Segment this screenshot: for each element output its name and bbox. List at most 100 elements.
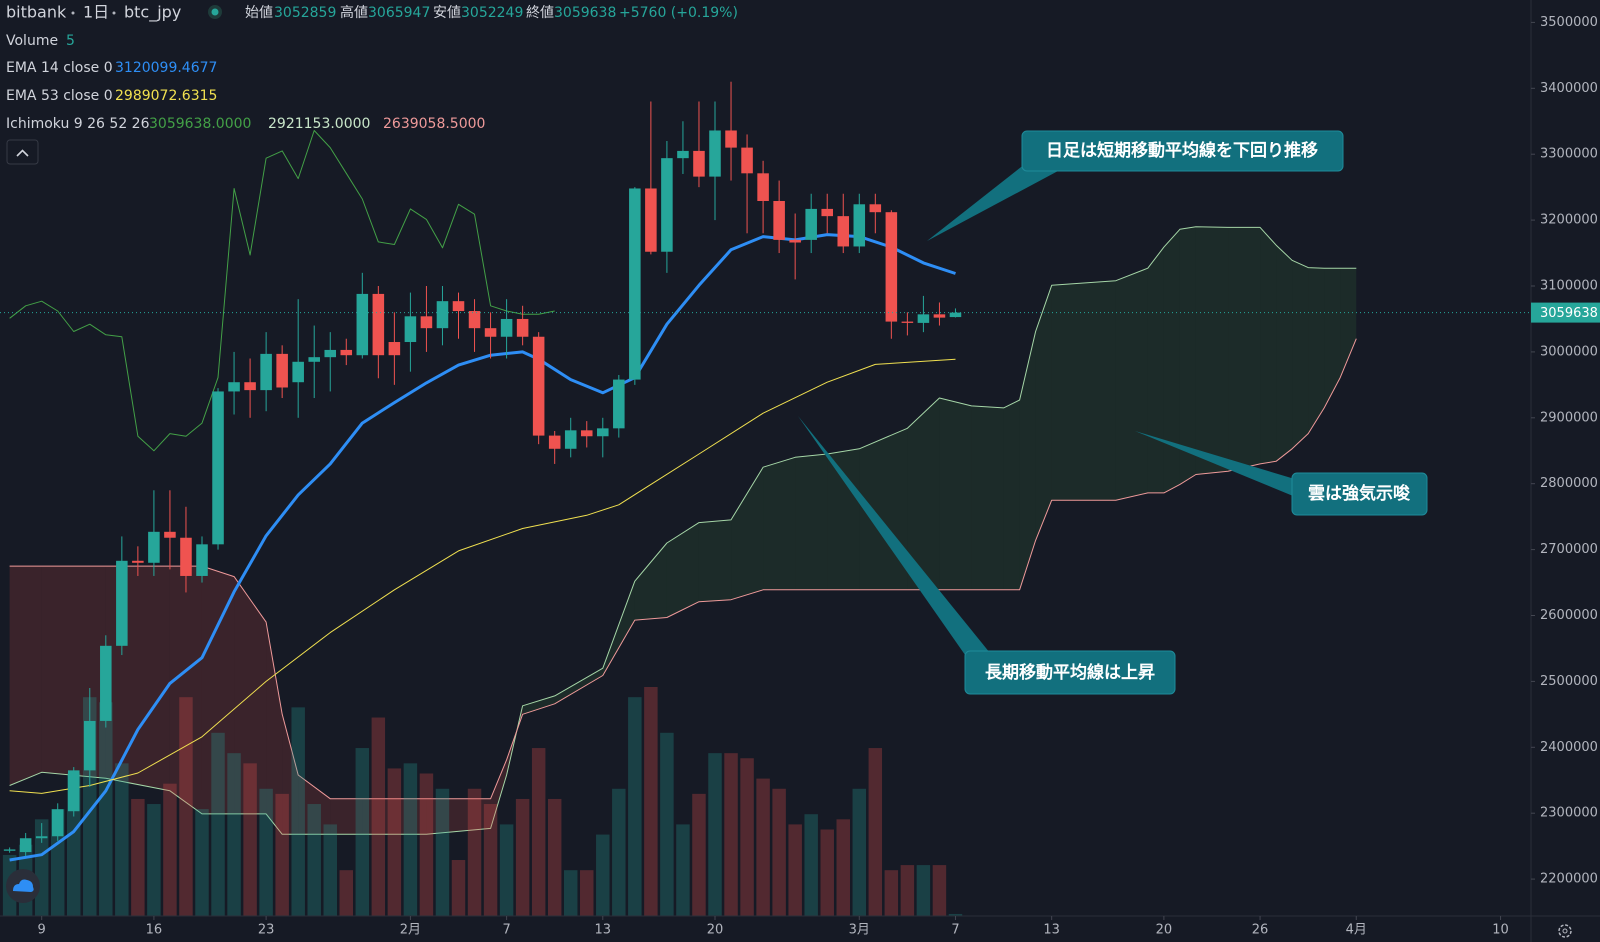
candle-body [340, 349, 353, 356]
candle-body [532, 336, 545, 436]
volume-bar [467, 788, 482, 916]
candle-body [35, 836, 48, 839]
volume-bar [339, 870, 354, 916]
cloud-fill [1308, 267, 1325, 434]
candle-body [917, 314, 930, 323]
indicator-value: 2921153.0000 [268, 116, 370, 132]
volume-bar [451, 860, 466, 916]
cloud-fill [763, 457, 796, 590]
cloud-fill [266, 622, 283, 835]
candle-body [100, 645, 112, 721]
candle-body [196, 544, 208, 576]
volume-bar [419, 773, 434, 916]
ohlc-label: 高値 [340, 4, 368, 21]
y-tick-label: 2300000 [1540, 806, 1598, 821]
volume-bar [563, 870, 578, 916]
indicator-value: 2989072.6315 [115, 88, 217, 104]
candle-body [645, 188, 657, 252]
callout-box [1291, 472, 1428, 516]
candle-body [741, 147, 753, 174]
volume-bar [852, 788, 867, 916]
indicator-value: 3120099.4677 [115, 60, 217, 76]
gear[interactable] [1558, 924, 1572, 938]
cloud-fill [201, 566, 235, 814]
button-frame[interactable] [6, 139, 39, 165]
volume-bar [435, 788, 450, 916]
x-tick-label: 7 [951, 923, 959, 938]
candle-body [725, 130, 737, 148]
cloud-fill [1179, 226, 1196, 485]
candle-body [164, 531, 176, 538]
cloud-fill [698, 519, 732, 602]
candle-body [404, 316, 417, 343]
collapse-button[interactable] [6, 139, 39, 165]
candle-body [789, 239, 801, 243]
indicator-value: 3059638.0000 [149, 116, 251, 132]
cloud-fill [330, 798, 363, 835]
candle-body [516, 318, 529, 337]
cloud-fill [731, 467, 764, 600]
candle-body [19, 838, 32, 853]
candle-body [597, 428, 609, 437]
gear-hub[interactable] [1562, 928, 1568, 934]
volume-bar [740, 758, 754, 916]
x-tick-label: 13 [1043, 923, 1060, 938]
volume-bar [660, 732, 674, 916]
volume-bar [99, 702, 113, 916]
candle-body [949, 312, 962, 318]
x-tick-label: 3月 [849, 923, 870, 938]
y-tick-label: 2800000 [1540, 476, 1598, 491]
y-tick-label: 3200000 [1540, 213, 1598, 228]
candle-body [709, 130, 721, 177]
candle-body [324, 349, 337, 358]
interval: 1日 [83, 3, 109, 22]
x-tick-label: 20 [707, 923, 724, 938]
cloud-fill [1147, 247, 1164, 493]
candle-body [869, 204, 882, 213]
price-tag [1531, 302, 1600, 323]
volume-bar [483, 804, 498, 916]
cloud-fill [298, 774, 331, 835]
callout: 日足は短期移動平均線を下回り推移 [927, 130, 1344, 241]
candle-body [837, 216, 850, 247]
callout-box [1021, 130, 1344, 172]
ohlc-value: 3065947 [368, 5, 430, 21]
cloud-fill [1340, 268, 1357, 378]
candle-body [132, 560, 144, 563]
cloud-span-b [9, 338, 1357, 800]
settings[interactable] [1558, 924, 1572, 938]
cloud-fill [1292, 260, 1309, 449]
candle-body [148, 531, 160, 563]
y-tick-label: 2600000 [1540, 608, 1598, 623]
candle-body [244, 382, 256, 391]
volume-bar [115, 763, 129, 916]
cloud-fill [426, 798, 491, 835]
cloud-fill [602, 581, 635, 676]
cloud-fill [666, 522, 699, 618]
cloud-fill [1195, 226, 1229, 475]
candle-body [677, 150, 689, 159]
indicator-label: Volume [6, 33, 58, 49]
logo-cloud[interactable] [13, 879, 34, 893]
candle-body [629, 188, 641, 380]
volume-bar [708, 753, 722, 916]
volume-bar [756, 778, 770, 916]
y-tick-label: 3400000 [1540, 81, 1598, 96]
chevron[interactable] [16, 149, 29, 157]
candle-body [276, 353, 288, 388]
candle-body [580, 430, 593, 437]
cloud-fill [1003, 400, 1020, 590]
cloud-fill [282, 714, 299, 835]
logo[interactable] [6, 869, 40, 903]
volume-bar [307, 804, 321, 916]
candle-body [292, 361, 304, 383]
volume-bar [275, 793, 289, 916]
volume-bar [820, 829, 834, 916]
volume-bar [676, 824, 690, 916]
volume-bar [259, 788, 273, 916]
candle-body [436, 301, 449, 329]
indicator-line [9, 130, 555, 452]
volume-bar [163, 783, 177, 916]
ohlc-value: 3052859 [274, 5, 336, 21]
ohlc-label: 始値 [245, 5, 273, 21]
